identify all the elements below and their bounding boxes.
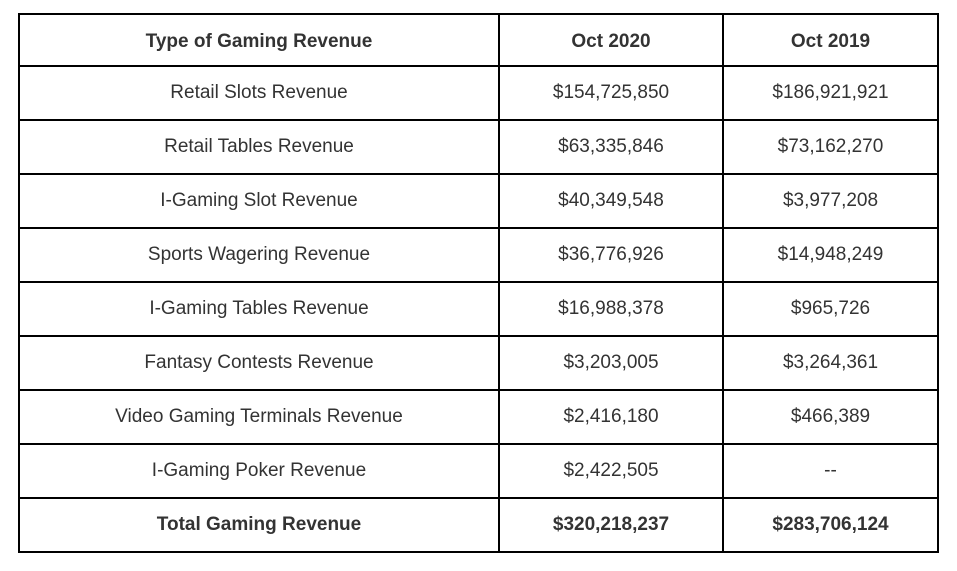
oct-2020-value-cell: $2,416,180 <box>498 389 724 445</box>
table-row-fantasy-contests: Fantasy Contests Revenue $3,203,005 $3,2… <box>18 335 939 391</box>
oct-2020-value-cell: $63,335,846 <box>498 119 724 175</box>
oct-2020-value-cell: $40,349,548 <box>498 173 724 229</box>
total-label-cell: Total Gaming Revenue <box>18 497 500 553</box>
oct-2020-value-cell: $3,203,005 <box>498 335 724 391</box>
oct-2019-value-cell: $14,948,249 <box>722 227 939 283</box>
oct-2019-value-cell: $73,162,270 <box>722 119 939 175</box>
table-row-igaming-tables: I-Gaming Tables Revenue $16,988,378 $965… <box>18 281 939 337</box>
column-header-oct-2020: Oct 2020 <box>498 13 724 67</box>
oct-2020-value-cell: $16,988,378 <box>498 281 724 337</box>
table-row-retail-tables: Retail Tables Revenue $63,335,846 $73,16… <box>18 119 939 175</box>
column-header-type: Type of Gaming Revenue <box>18 13 500 67</box>
row-label-cell: Sports Wagering Revenue <box>18 227 500 283</box>
total-oct-2020-value-cell: $320,218,237 <box>498 497 724 553</box>
row-label-cell: Fantasy Contests Revenue <box>18 335 500 391</box>
oct-2019-value-cell: -- <box>722 443 939 499</box>
total-oct-2019-value-cell: $283,706,124 <box>722 497 939 553</box>
row-label-cell: Video Gaming Terminals Revenue <box>18 389 500 445</box>
row-label-cell: Retail Tables Revenue <box>18 119 500 175</box>
table-row-igaming-slot: I-Gaming Slot Revenue $40,349,548 $3,977… <box>18 173 939 229</box>
row-label-cell: I-Gaming Tables Revenue <box>18 281 500 337</box>
table-row-total: Total Gaming Revenue $320,218,237 $283,7… <box>18 497 939 553</box>
row-label-cell: Retail Slots Revenue <box>18 65 500 121</box>
table-header-row: Type of Gaming Revenue Oct 2020 Oct 2019 <box>18 13 939 67</box>
oct-2019-value-cell: $3,264,361 <box>722 335 939 391</box>
table-row-video-gaming-terminals: Video Gaming Terminals Revenue $2,416,18… <box>18 389 939 445</box>
gaming-revenue-table: Type of Gaming Revenue Oct 2020 Oct 2019… <box>18 13 939 553</box>
table-row-igaming-poker: I-Gaming Poker Revenue $2,422,505 -- <box>18 443 939 499</box>
table-row-retail-slots: Retail Slots Revenue $154,725,850 $186,9… <box>18 65 939 121</box>
table-row-sports-wagering: Sports Wagering Revenue $36,776,926 $14,… <box>18 227 939 283</box>
oct-2020-value-cell: $36,776,926 <box>498 227 724 283</box>
oct-2020-value-cell: $2,422,505 <box>498 443 724 499</box>
row-label-cell: I-Gaming Slot Revenue <box>18 173 500 229</box>
oct-2020-value-cell: $154,725,850 <box>498 65 724 121</box>
oct-2019-value-cell: $3,977,208 <box>722 173 939 229</box>
oct-2019-value-cell: $466,389 <box>722 389 939 445</box>
oct-2019-value-cell: $965,726 <box>722 281 939 337</box>
column-header-oct-2019: Oct 2019 <box>722 13 939 67</box>
row-label-cell: I-Gaming Poker Revenue <box>18 443 500 499</box>
gaming-revenue-table-container: Type of Gaming Revenue Oct 2020 Oct 2019… <box>18 13 939 553</box>
oct-2019-value-cell: $186,921,921 <box>722 65 939 121</box>
